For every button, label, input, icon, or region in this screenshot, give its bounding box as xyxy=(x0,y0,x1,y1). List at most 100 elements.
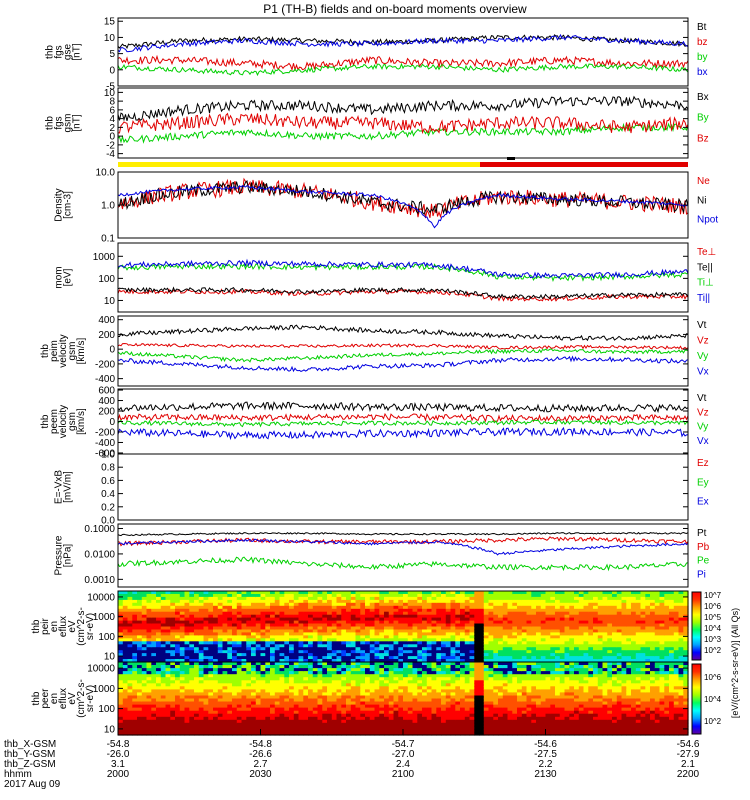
heat-cell xyxy=(436,629,442,634)
heat-cell xyxy=(236,623,243,628)
heat-cell xyxy=(203,680,209,684)
heat-cell xyxy=(417,659,423,663)
heat-cell xyxy=(122,665,129,669)
heat-cell xyxy=(241,722,247,727)
panel-frame xyxy=(117,388,689,455)
heat-cell xyxy=(578,591,585,595)
heat-cell xyxy=(165,650,171,654)
heat-cell xyxy=(450,707,456,712)
y-axis-label: [km/s] xyxy=(76,337,87,364)
heat-cell xyxy=(208,653,214,657)
heat-cell xyxy=(664,641,670,645)
heat-cell xyxy=(236,722,243,727)
series-mom-Ti⊥ xyxy=(117,262,689,282)
heat-cell xyxy=(127,689,133,693)
heat-cell xyxy=(137,668,143,672)
heat-cell xyxy=(678,656,684,660)
heat-cell xyxy=(460,689,466,693)
heat-cell xyxy=(369,602,376,607)
heat-cell xyxy=(346,608,352,613)
heat-cell xyxy=(213,638,219,642)
heat-cell xyxy=(179,689,186,693)
heat-cell xyxy=(678,596,684,601)
heat-cell xyxy=(327,677,333,681)
heat-cell xyxy=(612,596,618,601)
heat-cell xyxy=(189,722,195,727)
heat-cell xyxy=(241,668,247,672)
heat-cell xyxy=(227,665,233,669)
heat-cell xyxy=(426,677,433,681)
heat-cell xyxy=(450,617,456,622)
heat-cell xyxy=(137,605,143,610)
heat-cell xyxy=(398,602,404,607)
heat-cell xyxy=(531,591,537,595)
heat-cell xyxy=(336,662,342,666)
heat-cell xyxy=(384,683,390,687)
heat-cell xyxy=(597,591,604,595)
heat-cell xyxy=(251,594,257,598)
heat-cell xyxy=(141,650,148,654)
heat-cell xyxy=(122,641,129,645)
heat-cell xyxy=(403,632,409,636)
heat-cell xyxy=(208,707,214,712)
heat-cell xyxy=(474,692,480,696)
heat-cell xyxy=(137,644,143,648)
heat-cell xyxy=(222,689,228,693)
heat-cell xyxy=(650,620,656,625)
heat-cell xyxy=(260,695,266,700)
heat-cell xyxy=(388,732,395,736)
heat-cell xyxy=(412,641,418,645)
heat-cell xyxy=(350,629,357,634)
heat-cell xyxy=(360,732,366,736)
heat-cell xyxy=(293,668,300,672)
heat-cell xyxy=(317,668,323,672)
heat-cell xyxy=(450,614,456,619)
heat-cell xyxy=(431,623,437,628)
heat-cell xyxy=(308,594,314,598)
heat-cell xyxy=(583,591,589,595)
heat-cell xyxy=(322,677,328,681)
heat-cell xyxy=(165,695,171,700)
heat-cell xyxy=(678,644,684,648)
heat-cell xyxy=(127,695,133,700)
heat-cell xyxy=(146,728,152,733)
heat-cell xyxy=(293,641,300,645)
heat-cell xyxy=(222,722,228,727)
heat-cell xyxy=(236,680,243,684)
heat-cell xyxy=(141,710,148,715)
heat-cell xyxy=(289,671,295,675)
heat-cell xyxy=(270,689,276,693)
heat-cell xyxy=(346,692,352,696)
y-axis-label: peim xyxy=(49,340,60,362)
heat-cell xyxy=(526,623,532,628)
heat-cell xyxy=(360,608,366,613)
heat-cell xyxy=(422,623,428,628)
heat-cell xyxy=(460,686,466,690)
heat-cell xyxy=(365,704,371,709)
heat-cell xyxy=(640,608,646,613)
heat-cell xyxy=(151,659,157,663)
heat-cell xyxy=(374,644,380,648)
heat-cell xyxy=(512,656,518,660)
heat-cell xyxy=(194,596,200,601)
heat-cell xyxy=(251,591,257,595)
heat-cell xyxy=(588,641,594,645)
heat-cell xyxy=(289,591,295,595)
heat-cell xyxy=(488,608,494,613)
heat-cell xyxy=(398,707,404,712)
heat-cell xyxy=(194,659,200,663)
heat-cell xyxy=(469,602,475,607)
heat-cell xyxy=(289,656,295,660)
heat-cell xyxy=(640,629,646,634)
heat-cell xyxy=(255,602,262,607)
heat-cell xyxy=(517,594,523,598)
heat-cell xyxy=(284,680,290,684)
heat-cell xyxy=(564,659,570,663)
heat-cell xyxy=(483,659,490,663)
heat-cell xyxy=(132,716,138,721)
heat-cell xyxy=(284,605,290,610)
heat-cell xyxy=(569,650,575,654)
heat-cell xyxy=(659,644,665,648)
heat-cell xyxy=(483,614,490,619)
heat-cell xyxy=(175,620,181,625)
